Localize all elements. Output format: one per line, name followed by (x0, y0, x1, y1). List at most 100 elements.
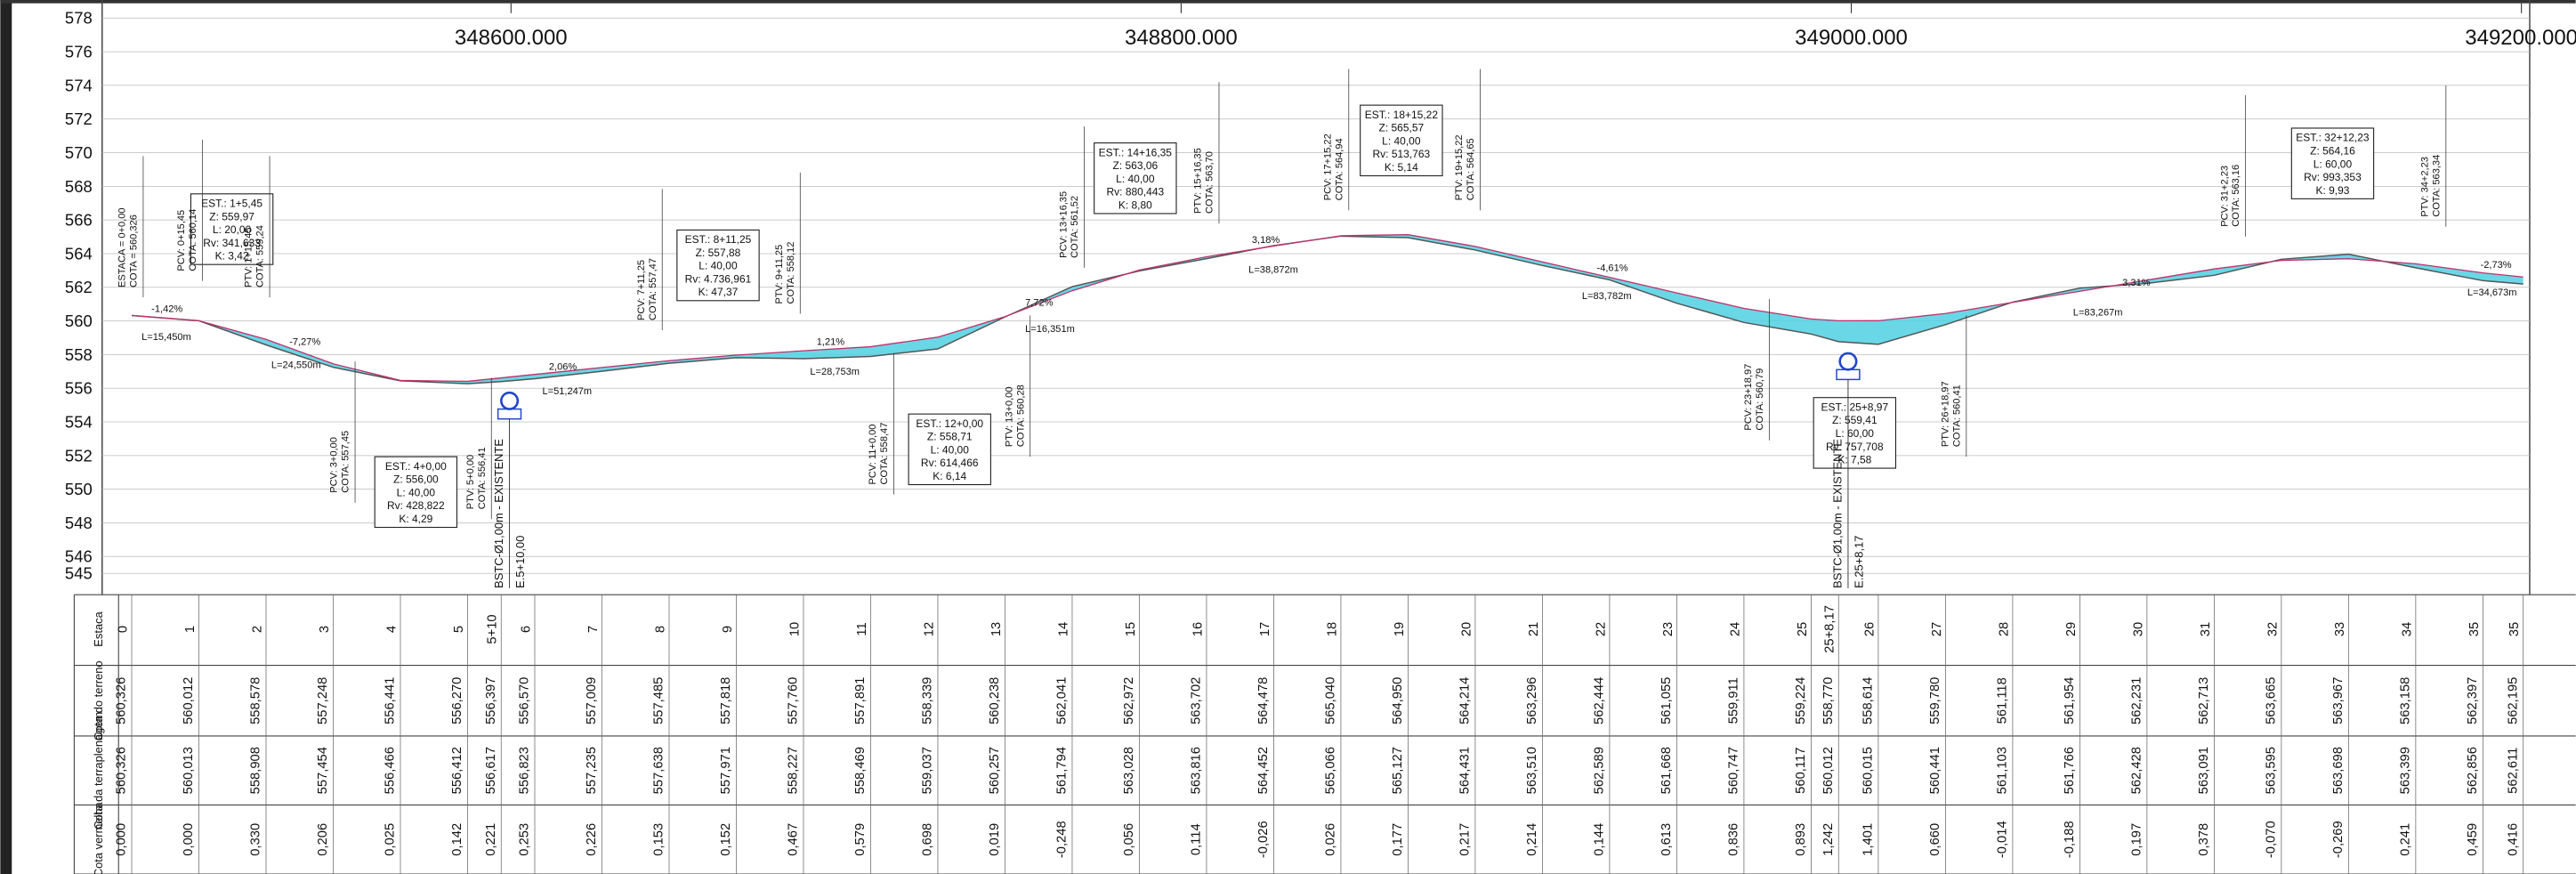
curve-box-text: Rv: 428,822 (387, 499, 445, 512)
y-tick-label: 545 (65, 564, 93, 583)
curve-box-text: Z: 565,57 (1379, 122, 1425, 134)
y-tick-label: 546 (65, 547, 93, 566)
cell-value: 0,579 (853, 823, 868, 856)
cell-value: 0,698 (921, 823, 935, 856)
grade-label: -2,73% (2481, 260, 2512, 271)
station-label: 35 (2507, 622, 2522, 636)
station-label: 14 (1056, 622, 1070, 636)
coord-label: 348800.000 (1125, 26, 1238, 50)
cell-value: 560,012 (1821, 747, 1836, 794)
point-label: COTA: 559,24 (255, 225, 266, 287)
cell-value: 563,091 (2197, 747, 2211, 794)
cell-value: 562,428 (2130, 747, 2144, 794)
cell-value: 562,041 (1055, 677, 1070, 724)
cell-value: 0,893 (1794, 823, 1808, 856)
cell-value: 0,241 (2398, 823, 2412, 856)
cell-value: 0,114 (1190, 823, 1204, 855)
point-label: PTV: 19+15,22 (1454, 134, 1465, 200)
point-label: COTA: 558,12 (786, 242, 796, 304)
row-header: Estaca (92, 611, 105, 646)
grade-label: 3,31% (2122, 278, 2151, 288)
cell-value: 559,911 (1727, 677, 1741, 724)
station-label: 5+10 (486, 614, 500, 643)
point-label: PCV: 17+15,22 (1322, 134, 1333, 200)
point-label: PCV: 11+0,00 (868, 425, 878, 485)
point-label: COTA: 560,79 (1755, 368, 1765, 431)
station-label: 4 (384, 626, 399, 633)
background (0, 0, 2575, 874)
station-label: 13 (989, 622, 1004, 636)
length-label: L=83,267m (2073, 307, 2123, 318)
cell-value: 561,794 (1055, 747, 1070, 794)
station-label: 25 (1796, 622, 1810, 636)
cell-value: 556,412 (450, 747, 464, 794)
length-label: L=51,247m (542, 386, 592, 397)
point-label: PCV: 23+18,97 (1743, 364, 1754, 431)
length-label: L=28,753m (810, 367, 860, 377)
point-label: COTA: 564,94 (1334, 138, 1345, 200)
point-label: COTA: 563,16 (2231, 165, 2241, 227)
cell-value: 565,066 (1324, 747, 1338, 794)
cell-value: 556,466 (384, 747, 398, 794)
cell-value: 564,431 (1458, 747, 1473, 794)
cell-value: 0,416 (2506, 823, 2520, 856)
point-label: COTA: 564,65 (1466, 138, 1476, 200)
cell-value: 563,158 (2398, 677, 2412, 724)
point-label: COTA: 560,28 (1015, 384, 1026, 447)
y-tick-label: 562 (65, 278, 93, 296)
cell-value: 563,028 (1122, 747, 1136, 794)
cell-value: 556,570 (518, 677, 532, 724)
station-label: 17 (1258, 622, 1272, 636)
y-tick-label: 558 (65, 345, 93, 364)
cell-value: 0,000 (115, 823, 129, 856)
cell-value: 560,015 (1861, 747, 1876, 794)
cell-value: 564,214 (1458, 677, 1473, 724)
grade-label: 2,06% (549, 361, 577, 372)
cell-value: 0,000 (182, 823, 196, 856)
curve-box-text: Rv: 614,466 (921, 457, 979, 469)
cell-value: 561,954 (2063, 677, 2077, 724)
cell-value: 564,478 (1256, 677, 1271, 724)
cell-value: 562,231 (2130, 677, 2144, 724)
station-label: 25+8,17 (1823, 605, 1837, 653)
cell-value: 562,611 (2506, 748, 2520, 794)
cell-value: -0,026 (1256, 821, 1271, 858)
cell-value: 557,454 (316, 747, 330, 794)
cell-value: 0,025 (384, 823, 398, 856)
station-label: 18 (1325, 622, 1339, 636)
cell-value: 0,177 (1391, 823, 1405, 856)
point-label: PTV: 1+15,45 (244, 227, 254, 287)
cell-value: 560,747 (1727, 747, 1741, 794)
point-label: PCV: 0+15,45 (176, 210, 187, 271)
cell-value: 560,326 (115, 747, 129, 794)
cell-value: 558,908 (249, 747, 263, 794)
station-label: 7 (586, 626, 601, 633)
grade-label: 7,72% (1025, 297, 1054, 308)
point-label: PTV: 13+0,00 (1004, 387, 1014, 448)
curve-box-text: Z: 563,06 (1113, 159, 1159, 172)
length-label: L=34,673m (2467, 287, 2517, 298)
curve-box-text: EST.: 25+8,97 (1821, 401, 1889, 413)
y-tick-label: 570 (65, 143, 93, 162)
cell-value: 557,638 (652, 747, 666, 794)
cell-value: 560,012 (182, 677, 196, 724)
length-label: L=15,450m (141, 332, 191, 343)
coord-label: 348600.000 (455, 26, 568, 50)
curve-box-text: Z: 558,71 (927, 431, 973, 443)
point-label: ESTACA = 0+0,00 (117, 207, 128, 287)
cell-value: 557,971 (719, 747, 733, 794)
cell-value: 0,019 (988, 823, 1002, 856)
station-label: 8 (653, 626, 667, 633)
curve-box-text: EST.: 8+11,25 (685, 233, 752, 246)
cell-value: 557,248 (316, 677, 330, 724)
cell-value: 0,142 (450, 823, 464, 856)
y-tick-label: 576 (65, 43, 93, 61)
point-label: COTA: 560,14 (188, 209, 198, 271)
cell-value: 560,117 (1794, 748, 1808, 794)
curve-box-text: Z: 559,97 (209, 210, 254, 223)
curve-box-text: Z: 556,00 (393, 473, 439, 486)
curve-box-text: Rv: 993,353 (2304, 171, 2362, 183)
station-label: 19 (1393, 622, 1407, 636)
station-label: 31 (2199, 622, 2213, 636)
top-edge (0, 0, 2575, 4)
